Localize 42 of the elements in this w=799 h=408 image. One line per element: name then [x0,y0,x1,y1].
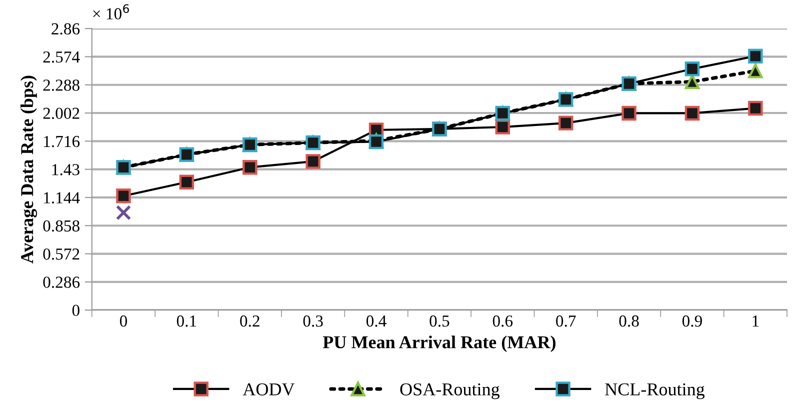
y-tick-label: 2.002 [43,108,80,120]
y-tick-label: 2.288 [43,80,80,91]
x-tick-label: 0 [120,315,128,327]
y-tick-label: 1.716 [44,136,80,148]
y-tick-label: 2.574 [43,51,80,63]
point [748,64,763,78]
legend-label: OSA-Routing [400,383,500,400]
legend-label: AODV [242,383,295,396]
point [495,120,510,134]
x-tick-label: 0.4 [366,315,386,327]
x-tick-label: 0.6 [492,315,513,327]
y-tick-label: 1.144 [44,192,80,204]
point [242,160,258,175]
x-axis-title: PU Mean Arrival Rate (MAR) [322,336,556,352]
point [179,174,194,190]
point [306,154,320,169]
point [116,205,132,220]
y-axis-title: Average Data Rate (bps) [20,76,38,264]
point [684,62,700,76]
point [748,100,763,116]
y-tick-label: 2.86 [52,23,80,35]
point [622,106,636,121]
legend-label: NCL-Routing [605,383,705,400]
y-tick-label: 0.572 [43,248,80,260]
y-tick-label: 0 [72,304,80,316]
y-tick-label: 0.286 [43,276,80,288]
x-tick-label: 0.8 [619,315,639,327]
x-tick-label: 0.2 [240,315,260,327]
y-tick-label: 1.43 [52,164,80,176]
text: × 10$^{6}$ [93,4,129,20]
x-tick-label: 0.3 [303,315,323,327]
point [116,188,131,204]
point [558,116,574,130]
x-tick-label: 0.7 [556,315,576,327]
y-tick-label: 0.858 [43,220,80,232]
point [684,106,700,121]
x-tick-label: 0.5 [430,315,450,327]
x-tick-label: 0.1 [176,315,196,327]
point [748,48,763,64]
x-tick-label: 1 [752,316,759,327]
point [684,74,700,90]
x-tick-label: 0.9 [682,315,702,327]
